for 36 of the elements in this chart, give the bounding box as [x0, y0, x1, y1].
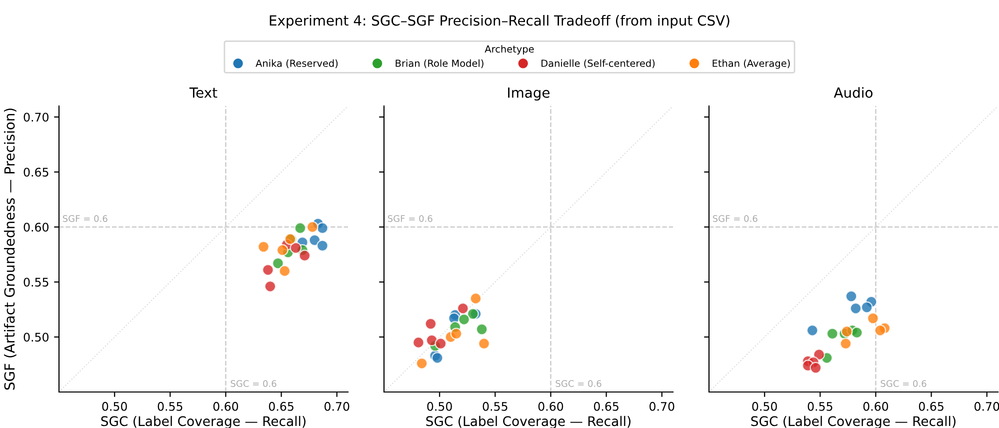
- legend-label: Danielle (Self-centered): [542, 59, 655, 68]
- x-tick-label: 0.70: [650, 402, 674, 411]
- ref-line-label: SGF = 0.6: [712, 215, 758, 222]
- text: Experiment 4: SGC–SGF Precision–Recall Tradeoff (from input CSV): [270, 14, 730, 28]
- ref-line-label: SGF = 0.6: [62, 215, 108, 222]
- y-tick-label: 0.50: [24, 332, 48, 342]
- x-tick-label: 0.55: [808, 402, 832, 411]
- x-tick-label: 0.50: [427, 402, 452, 411]
- chart-subtitle: Image: [508, 88, 550, 101]
- x-tick-label: 0.60: [538, 402, 564, 411]
- y-tick-label: 0.65: [24, 168, 48, 177]
- legend-title: Archetype: [484, 45, 534, 55]
- chart-subtitle: Text: [189, 88, 218, 98]
- y-tick-label: 0.60: [24, 222, 48, 232]
- ref-line-label: SGF = 0.6: [388, 215, 432, 222]
- legend-label: Anika (Reserved): [256, 59, 338, 68]
- x-tick-label: 0.65: [268, 402, 294, 411]
- legend-label: Brian (Role Model): [396, 59, 484, 68]
- x-tick-label: 0.60: [213, 402, 238, 411]
- x-tick-label: 0.55: [158, 402, 182, 411]
- y-tick-label: 0.55: [24, 278, 48, 287]
- x-tick-label: 0.50: [102, 402, 127, 411]
- ref-line-label: SGC = 0.6: [880, 380, 926, 387]
- x-tick-label: 0.55: [482, 402, 508, 411]
- x-tick-label: 0.65: [918, 402, 944, 411]
- x-tick-label: 0.70: [324, 402, 350, 411]
- legend-label: Ethan (Average): [712, 59, 790, 69]
- ref-line-label: SGC = 0.6: [556, 380, 602, 387]
- x-tick-label: 0.50: [752, 402, 777, 411]
- x-tick-label: 0.60: [863, 402, 888, 411]
- x-tick-label: 0.70: [974, 402, 999, 411]
- x-tick-label: 0.65: [594, 402, 618, 411]
- ref-line-label: SGC = 0.6: [230, 380, 276, 387]
- y-tick-label: 0.70: [24, 112, 48, 122]
- chart-subtitle: Audio: [834, 87, 872, 98]
- y-axis-title: SGF (Artifact Groundedness — Precision): [4, 108, 16, 390]
